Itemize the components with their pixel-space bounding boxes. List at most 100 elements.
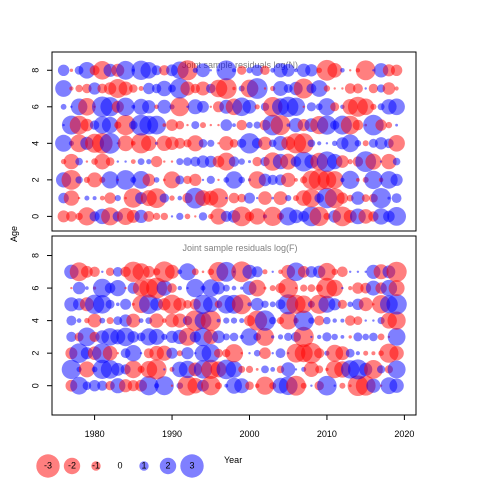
bubble-logF-2008-age4 [308,317,315,324]
bubble-logF-1997-age6 [222,284,230,292]
bubble-logF-1977-age4 [66,315,77,326]
bubble-logN-1996-age2 [217,178,220,182]
bubble-logN-1982-age1 [104,192,116,204]
bubble-logN-1980-age1 [92,196,97,201]
panel-logN-bubbles [55,59,406,227]
bubble-logN-1998-age3 [228,156,240,167]
panel-logF-title: Joint sample residuals log(F) [182,243,297,253]
bubble-logF-1977-age1 [61,359,82,380]
bubble-logN-1976-age7 [55,80,72,97]
bubble-logN-2019-age0 [387,207,406,226]
bubble-logF-1990-age0 [170,384,174,387]
bubble-logF-2012-age3 [340,335,345,339]
bubble-logF-2019-age2 [389,346,404,361]
legend-label-3: 3 [189,460,194,470]
bubble-logF-2008-age6 [307,284,316,292]
bubble-logN-1989-age3 [163,160,166,163]
bubble-logN-1999-age3 [238,158,245,165]
bubble-logN-1987-age3 [146,159,152,165]
bubble-logF-1983-age1 [111,362,125,376]
bubble-logN-2012-age3 [336,155,349,168]
bubble-logF-2006-age1 [294,368,298,371]
bubble-logN-2006-age8 [294,68,298,73]
bubble-logF-2010-age0 [317,375,337,396]
bubble-logN-2010-age4 [325,142,329,145]
bubble-logF-2015-age5 [358,297,373,312]
bubble-logN-2000-age5 [246,121,253,129]
bubble-logN-1990-age2 [163,171,181,189]
bubble-logN-2014-age7 [352,83,363,94]
bubble-logN-1990-age0 [170,215,174,218]
bubble-logF-2012-age4 [340,318,345,323]
bubble-logF-2019-age6 [388,280,405,297]
bubble-logF-2016-age0 [366,378,381,393]
bubble-logF-2000-age5 [247,302,252,307]
bubble-logF-2008-age1 [303,361,319,377]
bubble-logF-2002-age0 [255,376,275,395]
bubble-logN-2019-age2 [390,173,403,186]
bubble-logN-2001-age1 [256,196,259,200]
bubble-logN-1989-age7 [156,80,172,97]
bubble-logN-1976-age6 [60,103,67,110]
bubble-logF-2000-age3 [240,328,259,346]
bubble-logF-2006-age0 [286,375,306,396]
bubble-logN-1992-age8 [177,60,198,81]
bubble-logN-2011-age2 [325,171,344,189]
bubble-logF-2002-age5 [261,300,269,308]
bubble-logF-2003-age3 [271,335,275,339]
bubble-logN-2000-age3 [248,160,251,164]
bubble-logN-1997-age4 [219,136,234,151]
bubble-logN-1995-age4 [207,139,215,147]
bubble-logN-2013-age7 [344,83,356,94]
bubble-logF-2019-age7 [386,261,407,282]
bubble-logN-1988-age3 [151,156,163,168]
bubble-logN-1991-age3 [176,158,184,166]
bubble-logF-2012-age6 [341,286,344,290]
bubble-logN-1997-age1 [225,196,228,200]
bubble-logF-2003-age6 [269,285,276,292]
y-tick-label-logF-2: 2 [30,351,40,356]
bubble-logN-1979-age5 [80,118,94,132]
bubble-logF-1991-age6 [177,285,182,291]
bubble-logN-1987-age0 [143,211,155,222]
bubble-logN-1979-age0 [77,207,96,226]
bubble-logN-2001-age5 [253,121,261,129]
bubble-logN-2018-age5 [385,121,393,129]
bubble-logF-1978-age4 [76,318,82,323]
bubble-logF-1985-age2 [125,345,142,362]
x-tick-label-1980: 1980 [85,429,105,439]
panel-logF: Joint sample residuals log(F) 0 2 4 6 8 1980… [30,235,417,439]
bubble-logF-1996-age2 [214,348,223,358]
bubble-logF-1990-age7 [165,264,179,279]
bubble-logN-1989-age6 [157,99,172,114]
bubble-logF-2007-age4 [293,310,314,331]
bubble-logF-2011-age5 [328,298,341,311]
bubble-logN-2000-age1 [244,192,255,204]
bubble-logN-1998-age1 [228,192,240,204]
bubble-logF-1998-age4 [230,317,238,324]
bubble-logN-1977-age0 [66,211,77,222]
bubble-logN-1986-age0 [134,209,148,223]
bubble-logN-2009-age4 [317,141,322,146]
bubble-logF-1982-age2 [102,345,118,361]
bubble-logF-1994-age7 [201,270,205,274]
bubble-logN-2016-age5 [363,114,384,136]
bubble-logF-2008-age0 [310,384,313,387]
bubble-logN-1977-age3 [63,153,80,170]
bubble-logN-1982-age2 [101,171,119,189]
bubble-logN-1991-age1 [177,195,183,201]
bubble-logN-2002-age8 [260,65,270,76]
bubble-logN-1984-age8 [116,60,135,80]
bubble-logN-1994-age5 [200,122,206,129]
bubble-logN-1987-age7 [143,82,155,95]
bubble-logN-2019-age8 [390,64,403,77]
y-tick-label-logN-4: 4 [30,141,40,146]
bubble-logN-1982-age5 [101,116,119,134]
bubble-logF-1989-age0 [154,376,174,396]
bubble-logN-2005-age2 [281,172,296,188]
bubble-logF-2009-age2 [314,348,325,359]
y-tick-label-logN-8: 8 [30,68,40,73]
bubble-logF-2013-age7 [349,270,352,273]
bubble-logN-1978-age1 [77,196,81,200]
bubble-logN-2019-age7 [394,86,399,91]
